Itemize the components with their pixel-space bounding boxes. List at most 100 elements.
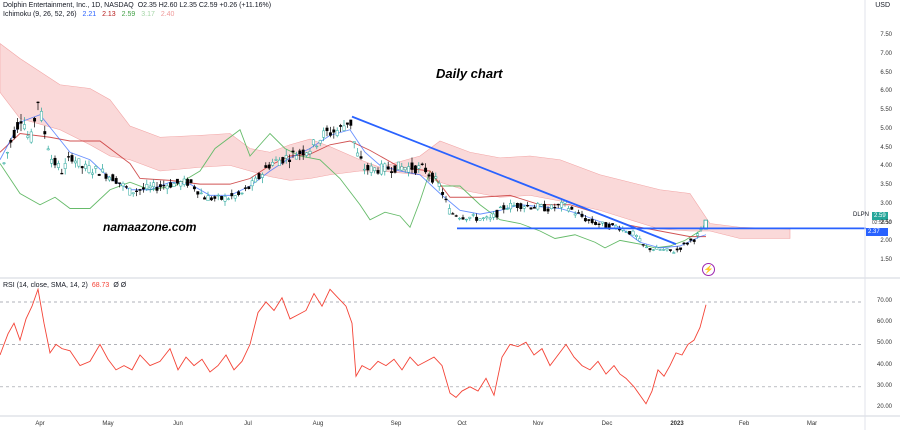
candle-body (60, 172, 64, 175)
price-axis-tick: 2.50 (880, 219, 892, 226)
candle-body (359, 156, 363, 159)
candle-body (192, 186, 196, 190)
time-axis-tick: Sep (390, 421, 402, 427)
candle-body (393, 165, 397, 173)
rsi-axis-tick: 60.00 (876, 319, 892, 326)
candle-body (247, 186, 251, 189)
candle-body (257, 173, 261, 180)
ichimoku-legend[interactable]: Ichimoku (9, 26, 52, 26) 2.21 2.13 2.59 … (3, 11, 178, 18)
candle-body (179, 181, 183, 187)
candle-body (638, 238, 642, 242)
candle-body (9, 139, 13, 143)
time-axis-tick: 2023 (670, 421, 684, 427)
candle-body (128, 187, 132, 196)
candle-body (420, 163, 424, 165)
candle-body (651, 249, 655, 251)
candle-body (495, 209, 499, 218)
rsi-legend[interactable]: RSI (14, close, SMA, 14, 2) 68.73 Ø Ø (3, 282, 130, 289)
candle-body (90, 172, 94, 175)
candle-body (580, 213, 584, 217)
candle-body (5, 152, 9, 154)
candle-body (587, 219, 591, 221)
candle-body (206, 195, 210, 201)
rsi-axis-tick: 40.00 (876, 361, 892, 368)
candle-body (101, 168, 105, 173)
candle-body (209, 197, 213, 201)
price-axis-tick: 7.00 (880, 50, 892, 57)
candle-body (250, 180, 254, 187)
candle-body (512, 204, 516, 207)
candle-body (216, 194, 220, 197)
candle-body (311, 139, 315, 146)
candle-body (400, 166, 404, 171)
candle-body (645, 246, 649, 249)
rsi-axis-tick: 50.00 (876, 340, 892, 347)
candle-body (315, 145, 319, 148)
candle-body (240, 192, 244, 195)
candle-body (281, 157, 285, 164)
candle-body (376, 170, 380, 174)
candle-body (339, 125, 343, 127)
candle-body (118, 182, 122, 184)
price-axis-tick: 4.00 (880, 163, 892, 170)
candle-body (345, 122, 349, 125)
candle-body (2, 162, 6, 164)
candle-body (624, 231, 628, 233)
price-axis-tick: 1.50 (880, 257, 892, 263)
candle-body (352, 141, 356, 144)
last-price-tag: 2.59 (872, 212, 888, 220)
candle-body (284, 155, 288, 159)
candle-body (444, 198, 448, 201)
candle-body (675, 248, 679, 251)
price-axis-tick: 5.50 (880, 107, 892, 113)
candle-body (594, 221, 598, 225)
candle-body (33, 117, 37, 122)
candle-body (566, 208, 570, 212)
candle-body (325, 127, 329, 132)
candle-body (662, 249, 666, 251)
candle-body (471, 214, 475, 216)
candle-body (39, 111, 43, 121)
candle-body (597, 223, 601, 225)
candle-body (233, 195, 237, 199)
candle-body (665, 248, 669, 251)
candle-body (417, 165, 421, 169)
candle-body (152, 182, 156, 188)
candle-body (485, 216, 489, 219)
price-axis-tick: 6.00 (880, 88, 892, 95)
candle-body (73, 160, 77, 164)
candle-body (165, 185, 169, 190)
time-axis-tick: Aug (312, 421, 324, 427)
symbol-title[interactable]: Dolphin Entertainment, Inc., 1D, NASDAQ (3, 2, 134, 9)
candle-body (267, 164, 271, 169)
candle-body (679, 247, 683, 250)
candle-body (556, 203, 560, 206)
candle-body (447, 208, 451, 215)
time-axis-tick: Jun (173, 421, 183, 427)
time-axis-tick: Mar (806, 421, 818, 427)
candle-body (553, 206, 557, 209)
candle-body (43, 131, 47, 135)
candle-body (458, 217, 462, 220)
candle-body (84, 163, 88, 169)
candle-body (260, 174, 264, 178)
candle-body (424, 167, 428, 173)
candle-body (519, 203, 523, 210)
candle-body (515, 202, 519, 208)
price-axis-tick: 7.50 (880, 32, 892, 38)
candle-body (226, 198, 230, 200)
candle-body (522, 206, 526, 209)
candle-body (46, 148, 50, 151)
candle-body (298, 150, 302, 155)
candle-body (301, 149, 305, 156)
candle-body (590, 219, 594, 224)
lightning-icon[interactable]: ⚡ (702, 263, 715, 276)
candle-body (121, 183, 125, 187)
candle-body (349, 119, 353, 126)
candle-body (328, 132, 332, 136)
candle-body (223, 196, 227, 202)
candle-body (577, 212, 581, 214)
ichimoku-value: 2.13 (102, 11, 116, 18)
candle-body (475, 216, 479, 221)
